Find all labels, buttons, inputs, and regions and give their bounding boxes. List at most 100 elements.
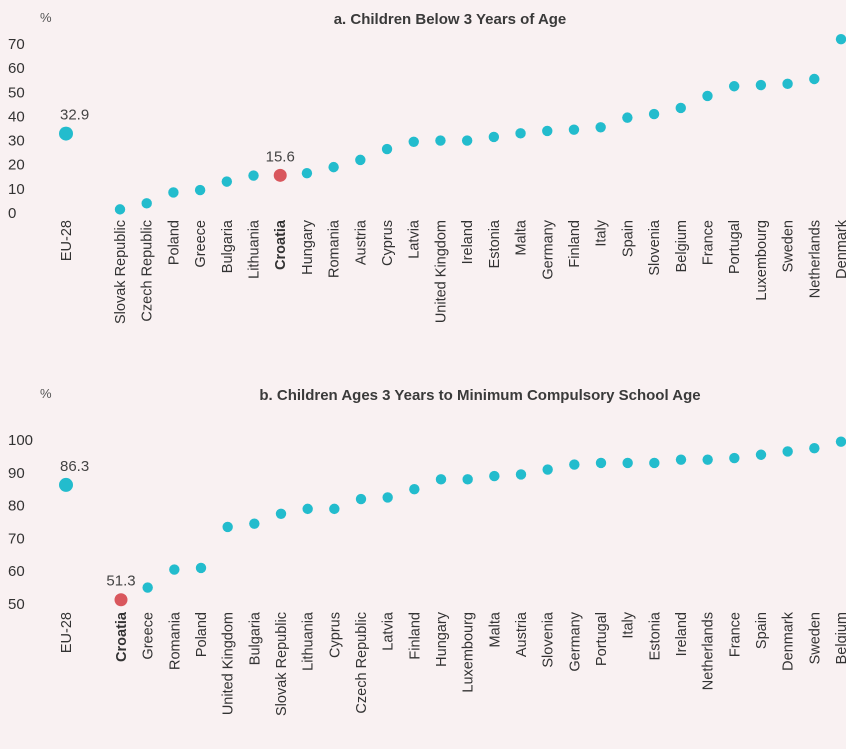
panel-b-point-slovenia	[542, 464, 553, 475]
panel-a-xtick-malta: Malta	[514, 219, 530, 255]
panel-a-xtick-eu-28: EU-28	[59, 220, 75, 261]
panel-b-xtick-slovenia: Slovenia	[541, 611, 557, 668]
panel-a-point-hungary	[301, 167, 313, 179]
panel-a-points: 32.9 15.6	[59, 33, 846, 215]
panel-b-point-denmark	[782, 446, 793, 457]
panel-b-points: 86.3 51.3	[59, 436, 846, 607]
panel-a-y-axis: 0 10 20 30 40 50 60 70	[8, 36, 25, 222]
panel-a-xtick-slovak-republic: Slovak Republic	[113, 220, 129, 324]
panel-a-label-croatia: 15.6	[266, 148, 295, 165]
panel-b-xtick-croatia: Croatia	[114, 611, 130, 662]
panel-a-xtick-belgium: Belgium	[674, 220, 690, 272]
panel-a-point-romania	[328, 161, 339, 173]
panel-a-xtick-spain: Spain	[620, 220, 636, 257]
panel-a-point-slovenia	[648, 108, 660, 120]
panel-b-point-spain	[755, 449, 767, 460]
panel-b-xtick-latvia: Latvia	[381, 611, 397, 651]
panel-b-point-ireland	[675, 454, 687, 465]
panel-a-point-croatia	[273, 168, 287, 182]
panel-a-ytick-50: 50	[8, 84, 25, 101]
panel-b-xtick-belgium: Belgium	[834, 612, 846, 664]
panel-b-xtick-malta: Malta	[487, 611, 503, 647]
panel-a-point-finland	[568, 124, 580, 135]
panel-a-ytick-0: 0	[8, 205, 16, 222]
panel-a-point-france	[702, 90, 713, 102]
panel-b-xtick-slovak-republic: Slovak Republic	[274, 612, 290, 716]
panel-a-xtick-bulgaria: Bulgaria	[220, 219, 236, 273]
panel-b-ytick-90: 90	[8, 465, 25, 482]
panel-a-point-austria	[355, 154, 366, 166]
panel-a-title: a. Children Below 3 Years of Age	[334, 11, 567, 28]
panel-a-xtick-united-kingdom: United Kingdom	[433, 220, 449, 323]
panel-b-xtick-cyprus: Cyprus	[327, 612, 343, 658]
panel-b-xtick-austria: Austria	[514, 611, 530, 657]
panel-b-xtick-denmark: Denmark	[781, 611, 797, 671]
panel-b-point-germany	[569, 459, 580, 470]
panel-b-xtick-poland: Poland	[194, 612, 210, 657]
panel-a-ytick-20: 20	[8, 157, 25, 174]
panel-b-ytick-60: 60	[8, 563, 25, 580]
panel-b-xtick-portugal: Portugal	[594, 612, 610, 666]
panel-b-point-estonia	[649, 457, 660, 469]
panel-b-point-croatia	[114, 593, 128, 607]
panel-a-xtick-lithuania: Lithuania	[247, 219, 263, 279]
panel-b-point-finland	[409, 484, 420, 495]
panel-b-point-bulgaria	[249, 518, 260, 529]
panel-b-xtick-hungary: Hungary	[434, 611, 450, 667]
panel-b-xtick-ireland: Ireland	[674, 612, 690, 656]
panel-a-xtick-finland: Finland	[567, 220, 583, 268]
panel-b-point-poland	[195, 562, 207, 574]
panel-a-xtick-greece: Greece	[193, 220, 209, 268]
panel-a-point-slovak-republic	[114, 204, 126, 215]
panel-a-point-malta	[515, 128, 526, 139]
panel-a-xtick-croatia: Croatia	[273, 219, 289, 270]
panel-b-x-axis: EU-28 Croatia Greece Romania Poland United Ki…	[59, 611, 846, 716]
panel-b-xtick-luxembourg: Luxembourg	[461, 612, 477, 693]
panel-a-xtick-hungary: Hungary	[300, 219, 316, 275]
panel-b-xtick-france: France	[727, 612, 743, 657]
panel-b-point-greece	[142, 582, 153, 593]
panel-a-xtick-cyprus: Cyprus	[380, 220, 396, 266]
panel-b-ytick-70: 70	[8, 530, 25, 547]
panel-a-point-estonia	[488, 131, 500, 143]
panel-a-xtick-france: France	[700, 220, 716, 265]
panel-a-unit: %	[40, 10, 52, 25]
panel-a-point-ireland	[461, 135, 473, 146]
panel-b-point-austria	[515, 469, 527, 480]
panel-b-point-sweden	[809, 443, 820, 454]
panel-b-xtick-romania: Romania	[167, 611, 183, 670]
panel-a-point-netherlands	[809, 73, 820, 85]
panel-b-point-belgium	[835, 436, 846, 447]
panel-b-xtick-united-kingdom: United Kingdom	[221, 612, 237, 715]
panel-a-xtick-luxembourg: Luxembourg	[754, 220, 770, 301]
panel-b-label-eu-28: 86.3	[60, 458, 89, 475]
panel-b-point-netherlands	[702, 454, 713, 465]
panel-b-xtick-spain: Spain	[754, 612, 770, 649]
panel-a-point-sweden	[782, 78, 793, 90]
panel-b-xtick-czech-republic: Czech Republic	[354, 612, 370, 714]
panel-a-point-latvia	[408, 136, 419, 147]
panel-b-title: b. Children Ages 3 Years to Minimum Comp…	[259, 387, 700, 404]
panel-b-point-malta	[489, 470, 500, 482]
panel-a-xtick-portugal: Portugal	[727, 220, 743, 274]
panel-b-xtick-estonia: Estonia	[647, 611, 663, 660]
panel-b-point-romania	[169, 564, 180, 575]
panel-a-xtick-denmark: Denmark	[834, 219, 846, 279]
panel-b-ytick-100: 100	[8, 432, 33, 449]
panel-a-xtick-netherlands: Netherlands	[807, 220, 823, 298]
panel-a-point-belgium	[675, 102, 686, 114]
panel-a-ytick-30: 30	[8, 133, 25, 150]
panel-a-label-eu-28: 32.9	[60, 107, 89, 124]
panel-a-point-spain	[622, 112, 633, 123]
panel-b-point-cyprus	[329, 503, 340, 515]
panel-b: % b. Children Ages 3 Years to Minimum Co…	[8, 386, 846, 716]
panel-b-xtick-eu-28: EU-28	[59, 612, 75, 653]
panel-a-xtick-latvia: Latvia	[407, 219, 423, 259]
panel-a-point-denmark	[835, 33, 846, 45]
panel-b-point-czech-republic	[355, 493, 367, 505]
panel-b-point-slovak-republic	[275, 508, 287, 519]
panel-a-point-cyprus	[381, 143, 393, 155]
panel-a-xtick-poland: Poland	[166, 220, 182, 265]
panel-a-ytick-60: 60	[8, 60, 25, 77]
